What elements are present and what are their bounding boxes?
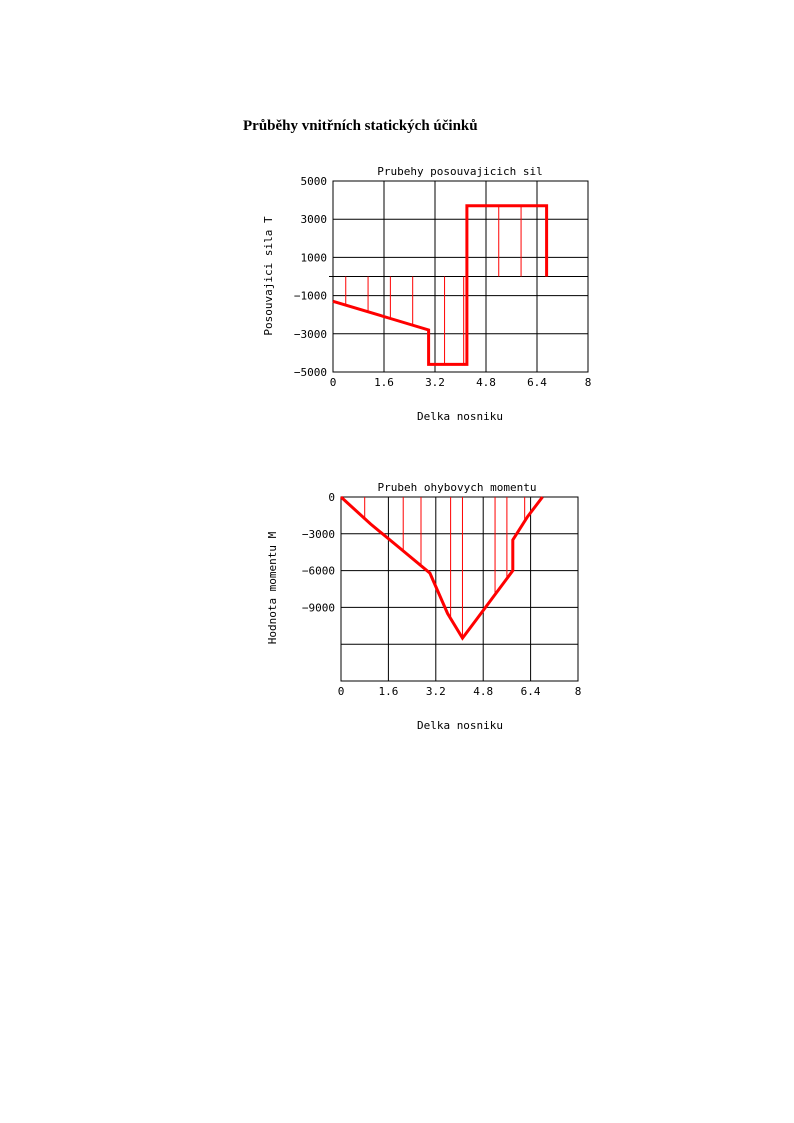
y-tick-label: −6000 [302,565,335,578]
y-tick-label: 1000 [301,251,328,264]
y-tick-label: 0 [328,491,335,504]
y-tick-label: −9000 [302,601,335,614]
series-line [332,204,549,366]
x-axis-label: Delka nosniku [417,410,503,423]
y-tick-label: −3000 [294,328,327,341]
x-tick-label: 1.6 [374,376,394,389]
chart-title: Prubehy posouvajicich sil [377,165,543,178]
series-line [339,495,544,641]
y-axis-label: Hodnota momentu M [266,531,279,644]
x-tick-label: 4.8 [473,685,493,698]
x-tick-label: 3.2 [426,685,446,698]
plot-frame [340,496,579,682]
x-tick-label: 0 [330,376,337,389]
y-axis-label: Posouvajici sila T [262,216,275,336]
y-tick-label: −1000 [294,290,327,303]
y-tick-label: −3000 [302,528,335,541]
x-tick-label: 6.4 [527,376,547,389]
x-tick-label: 4.8 [476,376,496,389]
x-tick-label: 8 [575,685,582,698]
y-tick-label: −5000 [294,366,327,379]
y-tick-label: 3000 [301,213,328,226]
x-tick-label: 3.2 [425,376,445,389]
page-heading: Průběhy vnitřních statických účinků [243,118,478,134]
x-axis-label: Delka nosniku [417,719,503,732]
x-tick-label: 8 [585,376,592,389]
chart-title: Prubeh ohybovych momentu [378,481,537,494]
y-tick-label: 5000 [301,175,328,188]
x-tick-label: 0 [338,685,345,698]
x-tick-label: 1.6 [378,685,398,698]
x-tick-label: 6.4 [521,685,541,698]
